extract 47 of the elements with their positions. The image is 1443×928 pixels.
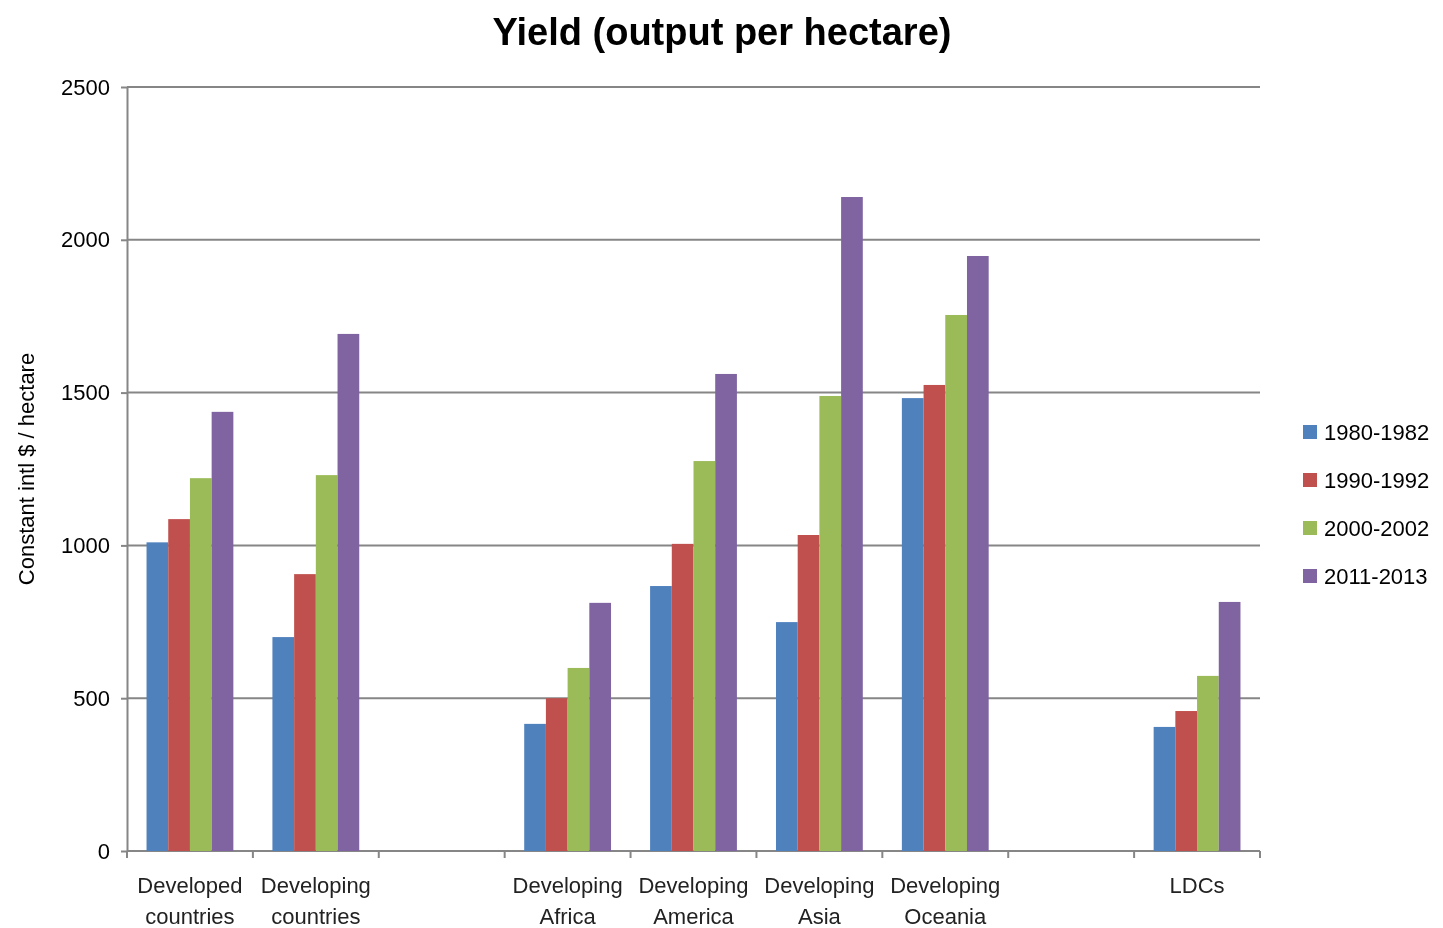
x-tick-label: Developing Africa (512, 873, 623, 928)
bar (1197, 675, 1219, 851)
x-tick-label: Developed countries (137, 873, 243, 928)
bar (693, 461, 716, 851)
y-tick-label: 1500 (61, 380, 110, 406)
y-tick-label: 1000 (61, 532, 110, 558)
bar (1218, 601, 1241, 851)
y-tick-label: 2500 (61, 74, 110, 100)
chart-title: Yield (output per hectare) (492, 11, 952, 53)
bar (715, 373, 737, 851)
legend-label: 2000-2002 (1324, 516, 1430, 541)
bar (775, 622, 798, 851)
y-tick-label: 2000 (61, 227, 110, 253)
bar (819, 395, 842, 851)
x-tick-label: Developing Asia (764, 873, 875, 928)
bar (1175, 711, 1198, 851)
bar (671, 543, 694, 851)
legend-label: 1990-1992 (1324, 468, 1430, 493)
bar (841, 197, 863, 851)
bar (923, 384, 946, 851)
y-tick-label: 0 (97, 838, 110, 864)
bar (589, 602, 612, 851)
bar (524, 723, 546, 851)
bar (294, 574, 316, 851)
x-tick-label: Developing America (638, 873, 749, 928)
legend-label: 1980-1982 (1324, 420, 1430, 445)
x-tick-label: LDCs (1169, 873, 1225, 898)
bar (797, 535, 820, 851)
legend-label: 2011-2013 (1324, 564, 1428, 589)
y-tick-label: 500 (73, 685, 110, 711)
bar (567, 667, 590, 851)
bar (337, 333, 360, 851)
x-tick-label: Developing countries (260, 873, 371, 928)
bar (966, 256, 989, 851)
x-tick-label: Developing Oceania (890, 873, 1001, 928)
bar (189, 478, 212, 851)
bar (211, 411, 234, 851)
bar (272, 637, 295, 851)
bar (650, 586, 672, 851)
y-axis-title: Constant intl $ / hectare (14, 352, 39, 586)
bar (545, 698, 568, 851)
bar (1153, 726, 1176, 851)
bar (168, 519, 190, 851)
bar (945, 314, 967, 851)
bar (315, 475, 338, 851)
bar (146, 542, 169, 851)
bar (901, 398, 924, 851)
